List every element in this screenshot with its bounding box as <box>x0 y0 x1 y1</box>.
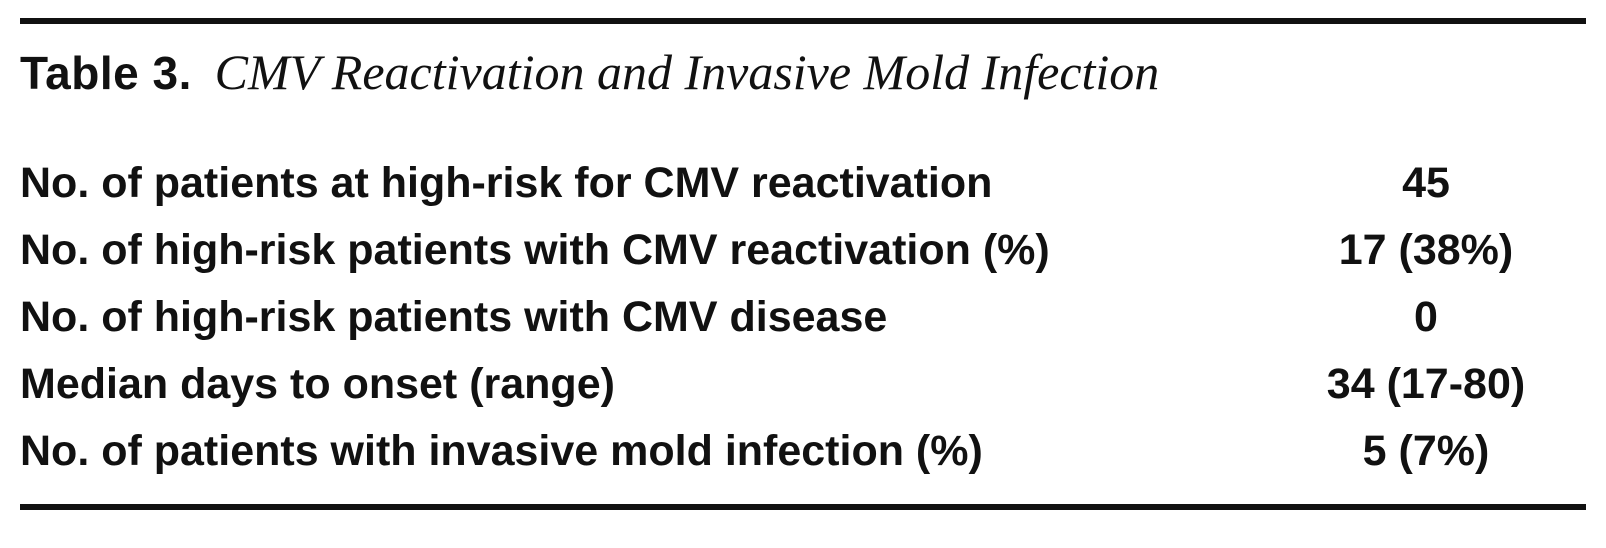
bottom-rule <box>20 504 1586 510</box>
row-value: 5 (7%) <box>1362 427 1490 475</box>
row-label: No. of high-risk patients with CMV react… <box>20 226 1050 274</box>
row-value: 0 <box>1414 293 1438 341</box>
table-row: No. of patients with invasive mold infec… <box>20 418 1586 484</box>
table-row: Median days to onset (range) 34 (17-80) <box>20 351 1586 417</box>
table-row: No. of high-risk patients with CMV react… <box>20 217 1586 283</box>
row-label: No. of patients with invasive mold infec… <box>20 427 983 475</box>
row-value: 17 (38%) <box>1338 226 1514 274</box>
table-row: No. of patients at high-risk for CMV rea… <box>20 150 1586 216</box>
row-value: 34 (17-80) <box>1326 360 1526 408</box>
caption-label: Table 3. <box>20 47 192 99</box>
row-label: Median days to onset (range) <box>20 360 615 408</box>
row-value: 45 <box>1402 159 1450 207</box>
table-3: Table 3. CMV Reactivation and Invasive M… <box>20 18 1586 528</box>
table-row: No. of high-risk patients with CMV disea… <box>20 284 1586 350</box>
row-label: No. of high-risk patients with CMV disea… <box>20 293 888 341</box>
table-caption: Table 3. CMV Reactivation and Invasive M… <box>20 38 1159 106</box>
row-label: No. of patients at high-risk for CMV rea… <box>20 159 993 207</box>
top-rule <box>20 18 1586 24</box>
caption-title: CMV Reactivation and Invasive Mold Infec… <box>214 44 1160 100</box>
